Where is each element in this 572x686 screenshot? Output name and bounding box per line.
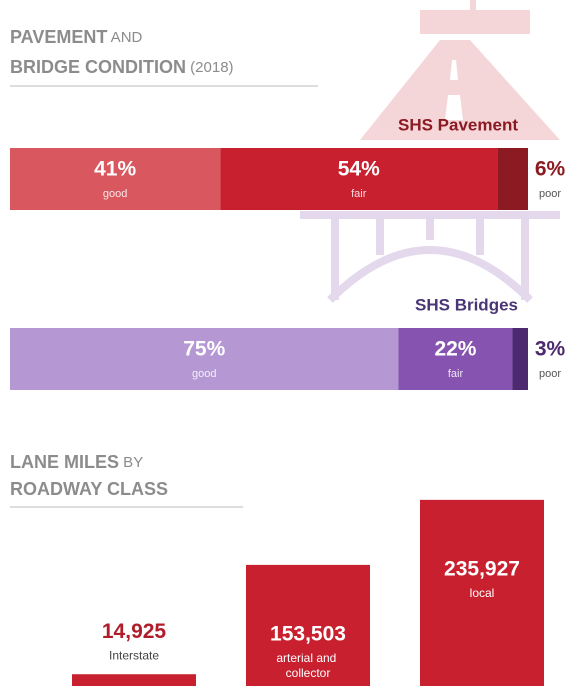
value-label: 153,503 — [270, 622, 346, 645]
category-label: Interstate — [109, 648, 159, 662]
category-label: poor — [539, 188, 561, 200]
category-label: good — [103, 188, 127, 200]
category-label: fair — [448, 368, 464, 380]
value-label: 22% — [434, 338, 476, 361]
bar — [72, 674, 196, 686]
bar-segment — [398, 328, 513, 390]
section-heading: ROADWAY CLASS — [10, 479, 168, 499]
category-label: fair — [351, 188, 367, 200]
bar-segment — [220, 148, 498, 210]
road-illustration — [360, 0, 560, 140]
value-label: 14,925 — [102, 620, 167, 643]
category-label: good — [192, 368, 216, 380]
category-label: poor — [539, 368, 561, 380]
chart-title: SHS Bridges — [415, 295, 518, 314]
value-label: 3% — [535, 338, 566, 361]
value-label: 41% — [94, 158, 136, 181]
heading-segment: BRIDGE CONDITION — [10, 57, 186, 77]
value-label: 235,927 — [444, 557, 520, 580]
section-heading: LANE MILES BY — [10, 452, 143, 472]
category-label: arterial and collector — [276, 651, 339, 680]
chart-title: SHS Pavement — [398, 115, 518, 134]
bar-segment — [497, 148, 528, 210]
bridge-illustration — [300, 211, 560, 303]
heading-segment: BY — [119, 454, 143, 471]
category-label: local — [470, 586, 495, 600]
heading-segment: PAVEMENT — [10, 27, 107, 47]
bar — [246, 564, 370, 686]
section-heading: BRIDGE CONDITION (2018) — [10, 57, 234, 77]
value-label: 75% — [183, 338, 225, 361]
heading-segment: AND — [107, 29, 142, 46]
bar-segment — [10, 148, 221, 210]
bar-segment — [10, 328, 399, 390]
heading-segment: LANE MILES — [10, 452, 119, 472]
heading-segment: (2018) — [186, 59, 234, 76]
value-label: 54% — [338, 158, 380, 181]
section-heading: PAVEMENT AND — [10, 27, 143, 47]
heading-segment: ROADWAY CLASS — [10, 479, 168, 499]
bar-segment — [512, 328, 528, 390]
value-label: 6% — [535, 158, 566, 181]
bar — [420, 499, 544, 686]
